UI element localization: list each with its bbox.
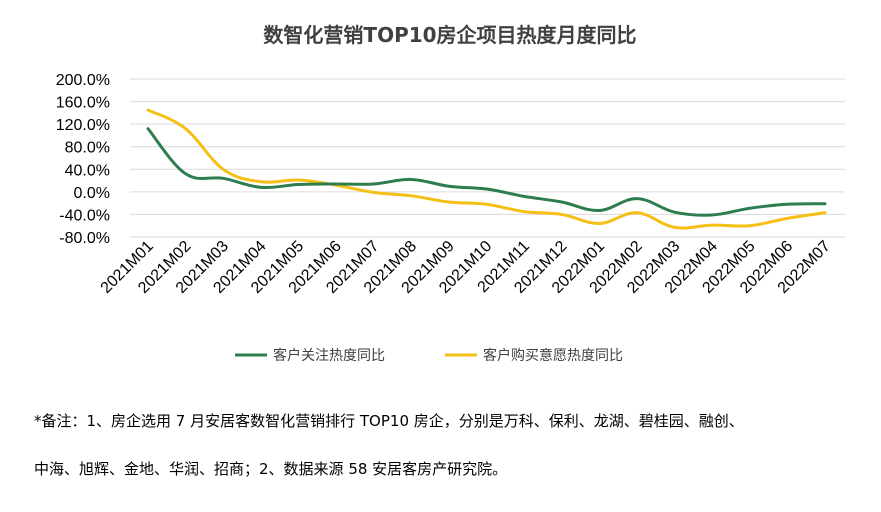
y-tick-label: 0.0% (74, 185, 110, 202)
y-tick-label: 120.0% (56, 117, 110, 134)
y-axis-tick-labels: 200.0% 160.0% 120.0% 80.0% 40.0% 0.0% -40.0% -8… (56, 72, 110, 247)
footnote-line-1: *备注：1、房企选用 7 月安居客数智化营销排行 TOP10 房企，分别是万科、… (34, 412, 744, 430)
y-tick-label: 40.0% (65, 162, 110, 179)
line-chart: 数智化营销TOP10房企项目热度月度同比 200.0% 160.0% 120.0% 8… (56, 23, 845, 364)
series-line-0 (146, 127, 827, 217)
y-tick-label: 80.0% (65, 140, 110, 157)
footnote-line-2: 中海、旭辉、金地、华润、招商；2、数据来源 58 安居客房产研究院。 (34, 460, 508, 478)
gridlines (130, 78, 845, 238)
y-tick-label: 200.0% (56, 72, 110, 89)
chart-title: 数智化营销TOP10房企项目热度月度同比 (263, 23, 636, 47)
y-tick-label: -40.0% (59, 207, 110, 224)
y-tick-label: -80.0% (59, 230, 110, 247)
legend: 客户关注热度同比 客户购买意愿热度同比 (235, 347, 623, 364)
series-line-1 (146, 108, 827, 230)
legend-label-series-0: 客户关注热度同比 (273, 347, 385, 364)
legend-label-series-1: 客户购买意愿热度同比 (483, 347, 623, 364)
series-lines (146, 108, 827, 230)
y-tick-label: 160.0% (56, 95, 110, 112)
x-axis-tick-labels: 2021M012021M022021M032021M042021M052021M… (98, 238, 834, 297)
